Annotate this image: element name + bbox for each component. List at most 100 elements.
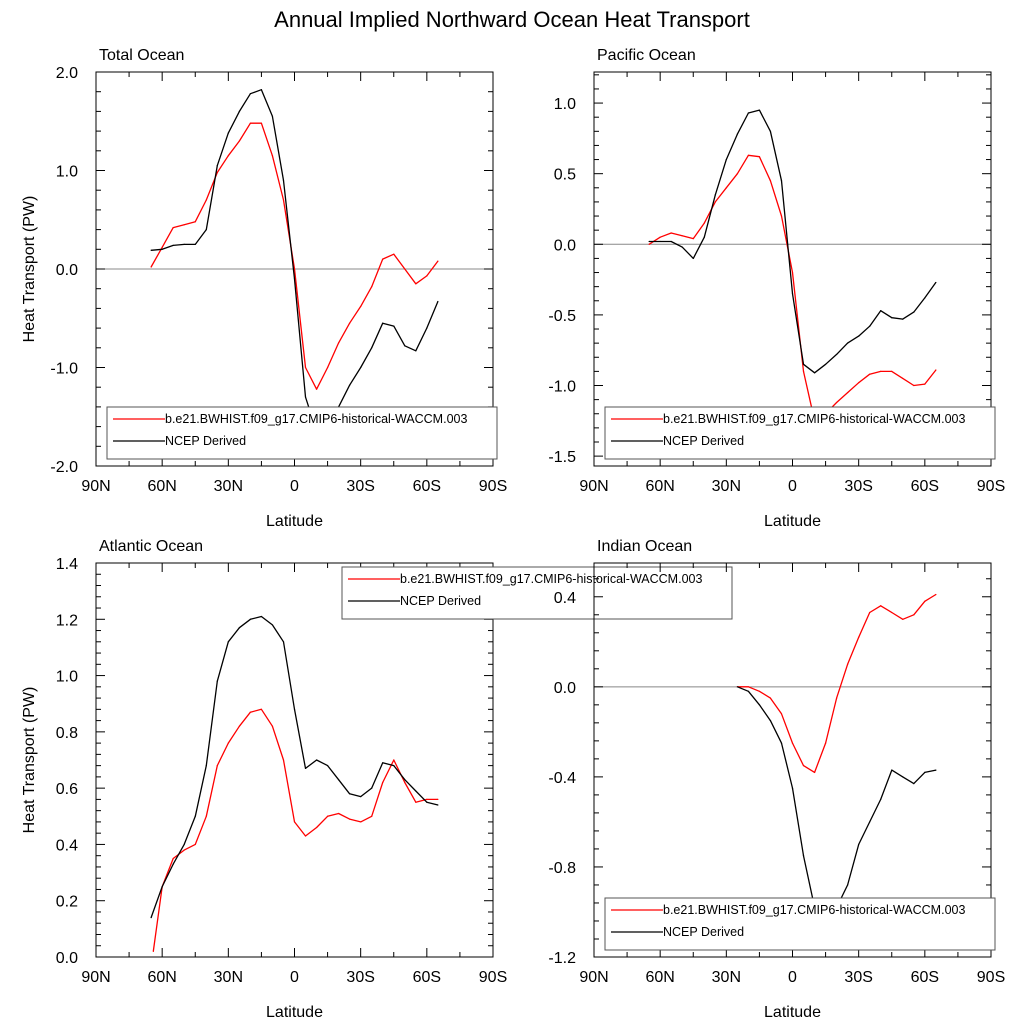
data-point [791,742,794,744]
data-point [271,155,274,157]
data-point [183,224,185,226]
y-tick-label: 1.0 [56,669,78,686]
y-tick-label: -0.8 [548,860,576,877]
data-point [935,281,937,284]
data-point [858,335,860,337]
data-point [891,370,893,372]
data-point [238,627,240,629]
data-point [437,260,439,262]
data-point [426,327,428,329]
data-point [382,258,384,260]
data-point [304,767,307,770]
x-tick-label: 60S [911,478,939,495]
x-tick-label: 60N [147,478,176,495]
data-point [813,372,816,374]
x-tick-label: 90S [479,969,507,986]
data-point [293,278,296,280]
legend-label: NCEP Derived [663,434,744,448]
x-tick-label: 30N [214,478,243,495]
data-point [360,821,362,823]
x-tick-label: 0 [788,969,797,986]
data-point [847,342,849,344]
data-point [271,115,274,117]
data-point [913,384,915,387]
data-point [780,742,783,744]
legend-label: b.e21.BWHIST.f09_g17.CMIP6-historical-WA… [663,412,965,426]
x-tick-label: 30S [346,969,374,986]
data-point [758,690,761,692]
data-point [238,140,240,142]
data-point [681,246,683,248]
data-point [725,187,727,189]
legend: b.e21.BWHIST.f09_g17.CMIP6-historical-WA… [604,406,996,460]
data-point [924,297,926,299]
y-tick-label: 1.0 [56,164,78,181]
data-point [382,322,384,324]
x-tick-label: 90S [479,478,507,495]
data-point [326,765,329,767]
y-tick-label: 1.2 [56,612,78,629]
data-point [681,235,683,237]
data-point [404,345,406,347]
data-point [858,382,860,384]
data-point [315,759,318,761]
data-point [382,781,384,784]
data-point [393,253,395,255]
data-point [791,271,794,274]
x-axis-label: Latitude [764,1004,821,1021]
data-point [216,765,218,767]
data-point [282,641,285,643]
y-tick-label: -1.0 [548,379,576,396]
data-point [282,759,285,761]
legend: b.e21.BWHIST.f09_g17.CMIP6-historical-WA… [341,566,733,620]
series-line-ncep [649,109,937,374]
data-point [836,353,838,356]
data-point [249,93,251,95]
data-point [714,194,716,196]
data-point [260,122,263,124]
data-point [659,236,661,238]
data-point [426,798,428,801]
data-point [891,611,893,614]
data-point [880,798,882,801]
data-point [150,266,152,268]
panel-title: Indian Ocean [597,538,692,555]
data-point [216,164,218,167]
series-line-ncep [150,615,439,918]
x-tick-label: 90S [977,478,1005,495]
x-tick-label: 60N [147,969,176,986]
data-point [891,317,893,319]
data-point [371,286,373,288]
data-point [349,384,351,386]
data-point [227,742,229,744]
y-tick-label: 0.6 [56,781,78,798]
x-tick-label: 90N [81,969,110,986]
data-point [293,268,296,270]
legend-box [106,406,498,460]
chart-panel-1: Pacific Ocean 90N 60N 30N 0 30S 60S 90S -1.5 -1.0… [548,47,1005,530]
data-point [404,779,406,781]
x-axis-label: Latitude [266,513,323,530]
plot-frame [95,562,494,958]
data-point [736,173,738,175]
data-point [913,311,915,313]
data-point [249,618,251,620]
data-point [393,765,395,767]
data-point [249,122,251,124]
data-point [869,373,871,375]
data-point [836,401,838,404]
x-tick-label: 60S [911,969,939,986]
legend-label: b.e21.BWHIST.f09_g17.CMIP6-historical-WA… [663,903,965,917]
data-point [150,249,152,251]
data-point [858,636,860,638]
x-tick-label: 60S [413,969,441,986]
y-tick-label: -0.4 [548,770,576,787]
data-point [802,855,805,857]
x-tick-label: 30S [346,478,374,495]
data-point [338,342,340,344]
x-tick-label: 90S [977,969,1005,986]
data-point [315,826,318,829]
data-point [736,133,738,135]
data-point [194,243,196,245]
data-point [747,112,749,114]
